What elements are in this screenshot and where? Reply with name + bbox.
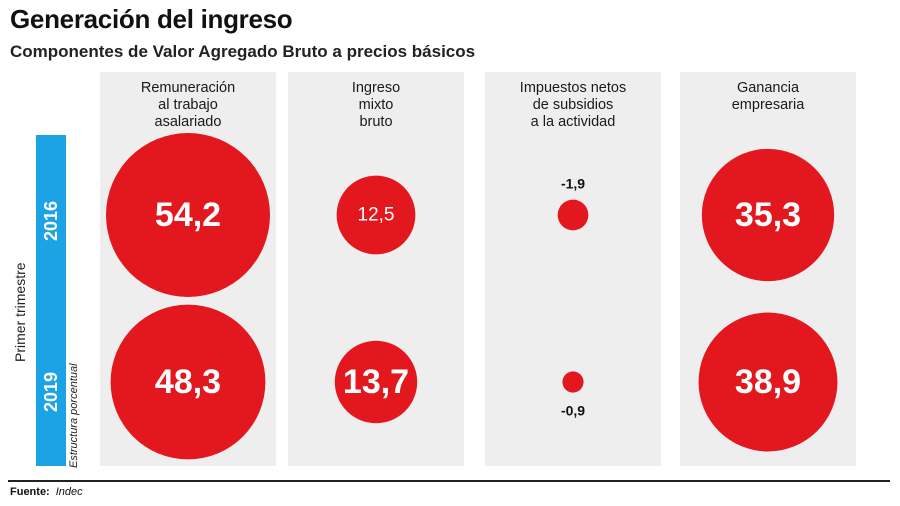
value-label: -1,9 [561, 176, 585, 192]
value-label: 48,3 [155, 363, 221, 401]
footer-label: Fuente: [10, 486, 50, 498]
value-bubble [106, 133, 270, 297]
value-bubble [336, 175, 416, 255]
value-label: 35,3 [735, 196, 801, 234]
value-label: 38,9 [735, 363, 801, 401]
value-bubble [562, 371, 584, 393]
footer: Fuente: Indec [10, 486, 83, 498]
year-bar [36, 135, 66, 466]
year-label: 2019 [41, 372, 61, 412]
period-label: Primer trimestre [12, 262, 28, 362]
category-label: Ingreso mixto bruto [351, 80, 401, 130]
category-label: Ganancia empresaria [731, 80, 805, 113]
footer-rule [8, 480, 890, 482]
chart-subtitle: Componentes de Valor Agregado Bruto a pr… [10, 42, 476, 61]
value-bubble [557, 199, 589, 231]
value-bubble [701, 148, 835, 282]
value-label: -0,9 [561, 403, 585, 419]
category-label: Impuestos netos de subsidios a la activi… [519, 80, 627, 130]
unit-note: Estructura porcentual [68, 363, 80, 468]
value-label: 54,2 [155, 196, 221, 234]
year-label: 2016 [41, 201, 61, 241]
chart-title: Generación del ingreso [10, 4, 293, 34]
footer-source: Indec [55, 486, 83, 498]
value-bubble [334, 340, 418, 424]
column-panel [485, 72, 661, 466]
value-bubble [698, 312, 838, 452]
category-label: Remuneración al trabajo asalariado [140, 80, 236, 130]
value-label: 13,7 [343, 363, 409, 401]
value-bubble [110, 304, 266, 460]
value-label: 12,5 [358, 205, 395, 226]
